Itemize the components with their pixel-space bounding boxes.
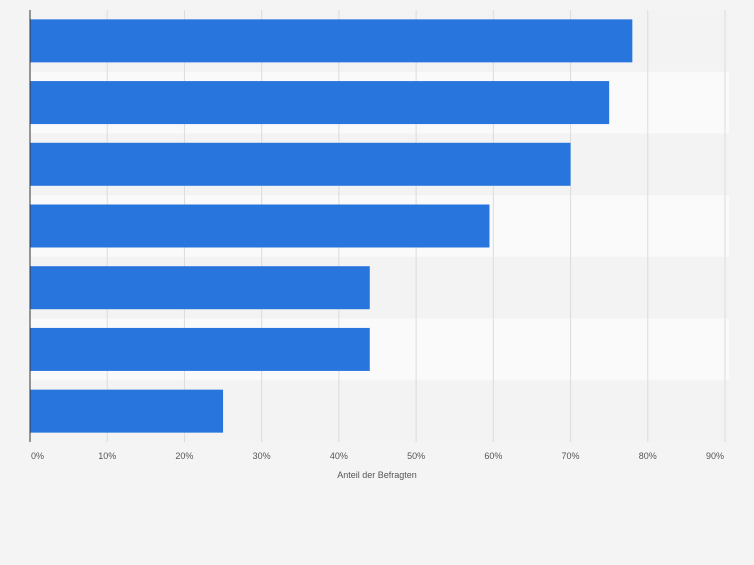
x-axis-label: Anteil der Befragten xyxy=(337,470,417,480)
bar[interactable] xyxy=(30,19,633,63)
x-tick-label: 10% xyxy=(98,451,116,461)
x-tick-label: 70% xyxy=(562,451,580,461)
x-tick-label: 30% xyxy=(253,451,271,461)
x-tick-label: 20% xyxy=(175,451,193,461)
bar[interactable] xyxy=(30,266,370,310)
bar[interactable] xyxy=(30,142,571,186)
bar[interactable] xyxy=(30,204,490,248)
bar[interactable] xyxy=(30,81,610,125)
x-tick-label: 80% xyxy=(639,451,657,461)
bars xyxy=(30,19,633,433)
x-tick-labels: 0% 10% 20% 30% 40% 50% 60% 70% 80% 90% xyxy=(31,451,724,461)
x-tick-label: 90% xyxy=(706,451,724,461)
bar[interactable] xyxy=(30,389,224,433)
x-tick-label: 0% xyxy=(31,451,44,461)
x-tick-label: 40% xyxy=(330,451,348,461)
x-tick-label: 60% xyxy=(484,451,502,461)
x-tick-label: 50% xyxy=(407,451,425,461)
bar[interactable] xyxy=(30,327,370,371)
